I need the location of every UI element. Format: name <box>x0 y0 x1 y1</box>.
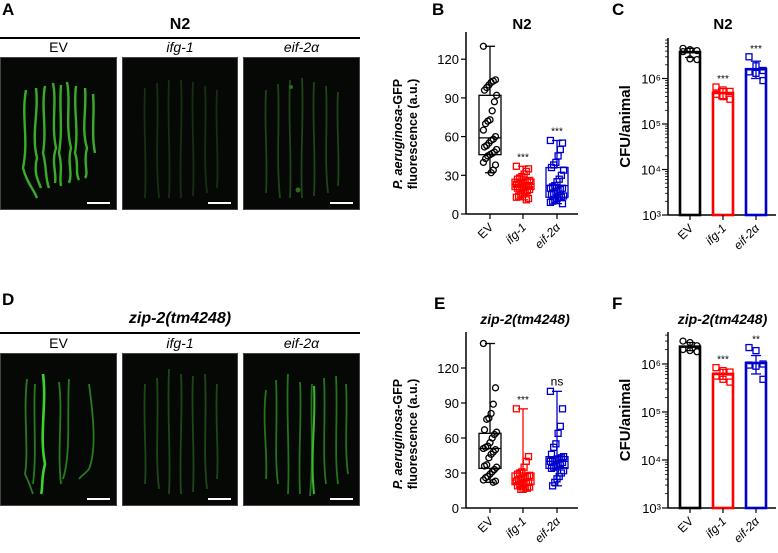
micrograph-a-eif2a <box>243 57 360 210</box>
x-tick-label: eif-2α <box>731 220 763 252</box>
y-tick-label: 90 <box>445 91 459 106</box>
y-tick-label: 10⁴ <box>641 453 661 468</box>
box-EV <box>478 339 502 486</box>
chart-b-boxplot: 0 30 60 90 120 *** *** EV ifg-1 eif-2α P. aerugino… <box>391 32 578 251</box>
y-tick-label: 10⁵ <box>641 117 661 132</box>
x-tick-label: EV <box>675 221 696 242</box>
worm-fluorescence <box>143 368 219 495</box>
y-tick-label: 10⁶ <box>641 72 661 87</box>
panel-e-title: zip-2(tm4248) <box>480 311 570 327</box>
y-tick-label: 10³ <box>642 208 661 223</box>
scale-bar <box>87 202 110 204</box>
y-tick-label: 10⁴ <box>641 163 661 178</box>
scale-bar <box>208 498 231 500</box>
significance-label: *** <box>717 355 729 366</box>
x-tick-label: EV <box>475 514 496 535</box>
box-ifg-1 <box>511 405 535 493</box>
y-tick-label: 0 <box>452 501 459 516</box>
panel-d-title: zip-2(tm4248) <box>128 310 232 327</box>
y-tick-label: 30 <box>445 466 459 481</box>
bar-eif-2α <box>744 343 768 510</box>
y-tick-label: 10³ <box>642 501 661 516</box>
x-tick-label: ifg-1 <box>503 220 529 246</box>
worm-fluorescence-dim <box>264 77 340 199</box>
x-tick-label: eif-2α <box>532 219 564 251</box>
scale-bar <box>330 202 353 204</box>
box-EV <box>478 42 502 177</box>
panel-f-title: zip-2(tm4248) <box>677 311 768 327</box>
y-tick-label: 60 <box>445 130 459 145</box>
panel-letter-e: E <box>434 294 446 313</box>
panel-a-title: N2 <box>169 16 191 33</box>
significance-label: *** <box>517 152 529 163</box>
panel-letter-a: A <box>2 0 15 19</box>
y-axis-label: P. aeruginosa-GFP <box>391 379 405 489</box>
y-axis-label: P. aeruginosa-GFP <box>391 79 405 189</box>
panel-a-label-eif2a: eif-2α <box>283 39 320 55</box>
bar-eif-2α <box>744 53 768 217</box>
y-tick-label: 60 <box>445 431 459 446</box>
bar-EV <box>678 44 702 217</box>
significance-label: ns <box>551 374 564 388</box>
micrograph-a-ev <box>0 57 117 210</box>
micrograph-a-ifg1 <box>122 57 238 210</box>
y-axis-label: CFU/animal <box>617 85 634 168</box>
bar-ifg-1 <box>711 83 735 217</box>
y-tick-label: 10⁵ <box>641 405 661 420</box>
worm-fluorescence-dim <box>143 79 219 199</box>
y-axis-label: fluorescence (a.u.) <box>406 79 420 189</box>
panel-d-label-ifg1: ifg-1 <box>166 335 194 351</box>
box-ifg-1 <box>511 162 535 204</box>
y-tick-label: 10⁶ <box>641 357 661 372</box>
y-axis-label: CFU/animal <box>617 379 634 462</box>
x-tick-label: ifg-1 <box>703 514 729 540</box>
significance-label: ** <box>752 335 760 346</box>
panel-d-label-eif2a: eif-2α <box>283 335 320 351</box>
micrograph-d-eif2a <box>243 353 360 506</box>
panel-a-label-ev: EV <box>49 39 68 55</box>
panel-a-label-ifg1: ifg-1 <box>166 39 194 55</box>
panel-a-divider <box>0 37 360 39</box>
panel-letter-f: F <box>612 294 623 313</box>
panel-letter-b: B <box>432 0 445 19</box>
micrograph-d-ifg1 <box>122 353 238 506</box>
panel-d-divider <box>0 332 360 334</box>
x-tick-label: ifg-1 <box>503 514 529 540</box>
y-axis-label: fluorescence (a.u.) <box>406 379 420 489</box>
panel-b-title: N2 <box>512 16 532 33</box>
x-tick-label: EV <box>675 514 696 535</box>
panel-letter-d: D <box>2 290 15 309</box>
significance-label: *** <box>717 74 729 85</box>
significance-label: *** <box>517 395 529 406</box>
y-tick-label: 30 <box>445 168 459 183</box>
worm-fluorescence-bright <box>21 81 97 199</box>
chart-e-boxplot: 0 30 60 90 120 *** ns EV ifg-1 eif-2α P. aeruginos… <box>391 332 578 545</box>
significance-label: *** <box>750 44 762 55</box>
scale-bar <box>87 498 110 500</box>
x-tick-label: ifg-1 <box>703 221 729 247</box>
x-tick-label: EV <box>475 220 496 241</box>
significance-label: *** <box>551 126 563 137</box>
box-eif-2α <box>545 387 569 490</box>
y-tick-label: 0 <box>452 207 459 222</box>
x-tick-label: eif-2α <box>731 513 763 545</box>
bar-ifg-1 <box>711 363 735 510</box>
box-eif-2α <box>545 136 569 208</box>
micrograph-d-ev <box>0 353 117 506</box>
worm-fluorescence <box>263 373 349 497</box>
scale-bar <box>208 202 231 204</box>
y-tick-label: 90 <box>445 396 459 411</box>
chart-c-barplot: 10³ 10⁴ 10⁵ 10⁶ *** *** EV ifg-1 eif-2α CFU/anima… <box>617 38 776 252</box>
y-tick-label: 120 <box>437 52 459 67</box>
panel-letter-c: C <box>612 0 625 19</box>
scale-bar <box>330 498 353 500</box>
worm-fluorescence <box>24 373 95 495</box>
x-tick-label: eif-2α <box>532 513 564 545</box>
bar-EV <box>678 337 702 510</box>
panel-c-title: N2 <box>713 16 733 33</box>
y-tick-label: 120 <box>437 361 459 376</box>
panel-d-label-ev: EV <box>49 335 68 351</box>
